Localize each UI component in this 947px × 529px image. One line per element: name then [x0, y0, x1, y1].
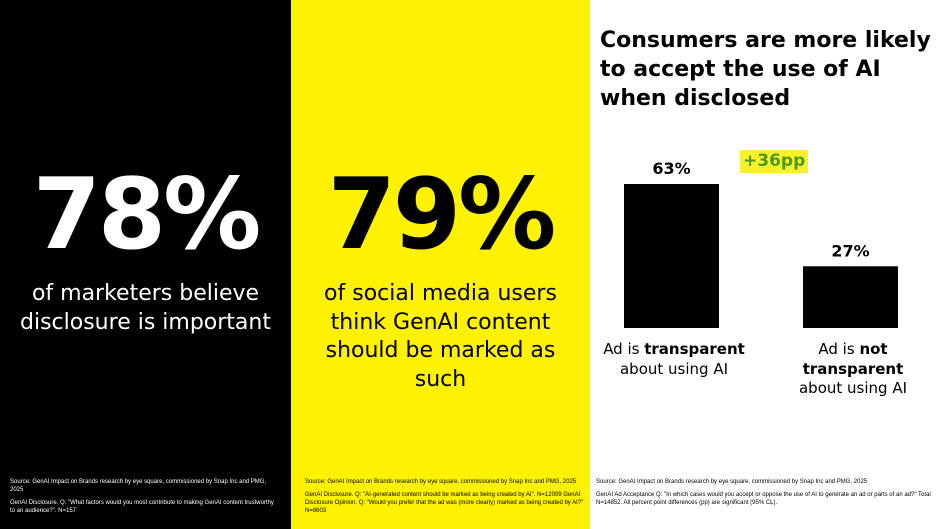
caption-line: should be marked as	[325, 338, 556, 364]
bar-chart: 63% 27%	[624, 159, 898, 328]
source-line: Source: GenAI Impact on Brands research …	[596, 479, 868, 485]
panel-ai-acceptance: Consumers are more likely to accept the …	[590, 0, 947, 529]
caption-line: such	[414, 366, 467, 392]
caption-line: disclosure is important	[20, 309, 271, 335]
panel-marketers: 78% of marketers believe disclosure is i…	[0, 0, 291, 529]
label-prefix: Ad is	[603, 340, 645, 358]
label-emphasis: transparent	[644, 340, 745, 358]
source-line: Source: GenAI Impact on Brands research …	[305, 479, 577, 485]
label-emphasis: not transparent	[802, 340, 904, 378]
caption-line: of social media users	[324, 281, 557, 306]
category-label-not-transparent: Ad is not transparent about using AI	[773, 340, 933, 399]
caption-line: of marketers believe	[31, 281, 260, 306]
social-users-stat: 79%	[327, 158, 557, 272]
panel-social-users: 79% of social media users think GenAI co…	[291, 0, 590, 529]
category-label-line2: about using AI	[619, 359, 729, 378]
uplift-badge: +36pp	[740, 150, 809, 174]
bar-0	[624, 184, 719, 328]
bar-value-label-1: 27%	[831, 241, 869, 260]
category-label-line1: Ad is transparent	[594, 340, 754, 360]
marketers-stat: 78%	[32, 158, 262, 272]
bar-value-label-0: 63%	[652, 159, 690, 178]
source-line: GenAI Disclosure. Q: "What factors would…	[10, 500, 274, 515]
category-label-line2: about using AI	[798, 379, 908, 397]
bar-1	[803, 266, 898, 328]
caption-line: think GenAI content	[330, 309, 551, 335]
marketers-caption: of marketers believe disclosure is impor…	[0, 280, 291, 337]
category-label-transparent: Ad is transparent about using AI	[594, 340, 754, 379]
chart-title: Consumers are more likely to accept the …	[600, 28, 931, 112]
label-prefix: Ad is	[818, 340, 860, 358]
source-line: Source: GenAI Impact on Brands research …	[10, 479, 267, 494]
source-note: Source: GenAI Impact on Brands research …	[10, 478, 280, 520]
source-note: Source: GenAI Impact on Brands research …	[596, 478, 942, 512]
source-note: Source: GenAI Impact on Brands research …	[305, 478, 585, 520]
social-users-caption: of social media users think GenAI conten…	[291, 280, 590, 394]
category-label-line1: Ad is not transparent	[773, 340, 933, 379]
source-line: GenAI Disclosure. Q: "AI-generated conte…	[305, 492, 584, 515]
source-line: GenAI Ad Acceptance Q: "In which cases w…	[596, 492, 931, 507]
